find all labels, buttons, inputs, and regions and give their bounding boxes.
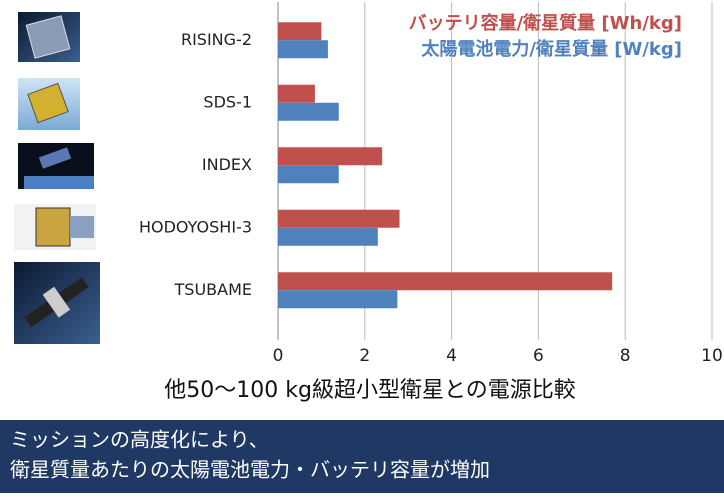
legend-entry: 太陽電池電力/衛星質量 [W/kg] [421, 38, 682, 60]
caption-line: ミッションの高度化により、 [10, 428, 269, 452]
bar [278, 272, 613, 291]
y-tick-label: INDEX [202, 155, 252, 174]
bar [278, 227, 378, 246]
x-axis-title: 他50～100 kg級超小型衛星との電源比較 [164, 378, 575, 403]
bar [278, 147, 383, 166]
x-tick-label: 10 [701, 346, 723, 366]
bar [278, 165, 339, 184]
x-tick-label: 6 [533, 346, 544, 366]
y-tick-label: SDS-1 [203, 92, 252, 111]
satellite-images [14, 12, 100, 344]
legend-entry: バッテリ容量/衛星質量 [Wh/kg] [409, 12, 682, 34]
y-tick-label: RISING-2 [181, 30, 252, 49]
y-tick-label: TSUBAME [174, 280, 252, 299]
x-tick-label: 0 [273, 346, 284, 366]
x-tick-label: 2 [359, 346, 370, 366]
caption-box [0, 420, 724, 493]
bar [278, 209, 400, 228]
bar [278, 40, 328, 59]
caption-line: 衛星質量あたりの太陽電池電力・バッテリ容量が増加 [10, 458, 490, 482]
x-tick-label: 4 [446, 346, 457, 366]
bar [278, 22, 322, 41]
bar [278, 102, 339, 121]
y-tick-label: HODOYOSHI-3 [139, 217, 252, 236]
bar [278, 84, 315, 103]
x-tick-label: 8 [620, 346, 631, 366]
bar [278, 290, 398, 309]
